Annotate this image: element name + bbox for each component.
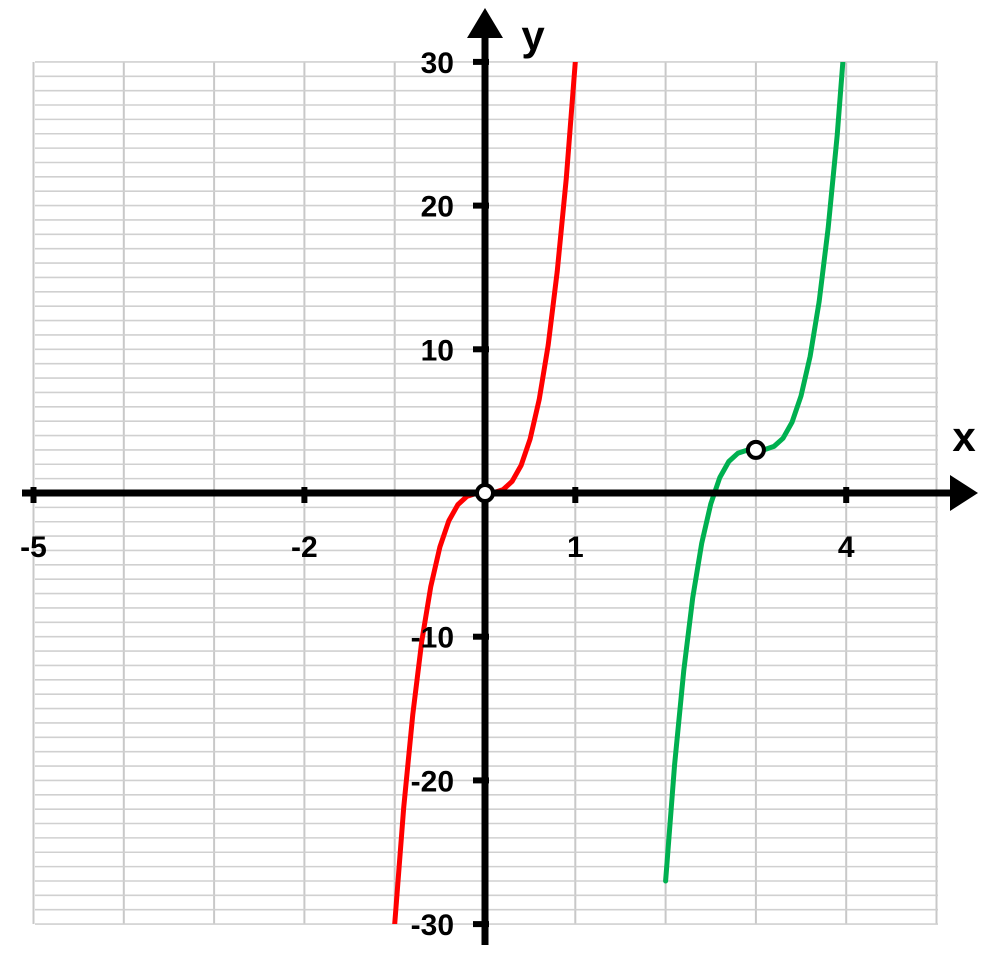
x-tick-label: -2: [291, 531, 318, 564]
labels: x y: [521, 12, 976, 460]
x-tick-label: 1: [567, 531, 584, 564]
y-tick-label: 30: [421, 47, 454, 80]
y-tick-label: -20: [411, 765, 454, 798]
y-tick-label: -10: [411, 622, 454, 655]
y-tick-label: 20: [421, 191, 454, 224]
x-tick-label: 4: [838, 531, 855, 564]
points: [475, 439, 766, 503]
y-tick-label: -30: [411, 909, 454, 942]
x-tick-label: -5: [20, 531, 47, 564]
ticks: -5 -2 1 4 30 20 10 -10 -20 -30: [20, 47, 855, 942]
highlighted-point: [745, 439, 766, 460]
highlighted-point: [475, 483, 495, 503]
y-tick-label: 10: [421, 334, 454, 367]
y-axis-arrow: [467, 8, 503, 38]
x-axis-arrow: [950, 475, 978, 511]
x-axis-label: x: [952, 413, 976, 460]
y-axis-label: y: [521, 12, 545, 59]
curves: [392, 62, 846, 924]
